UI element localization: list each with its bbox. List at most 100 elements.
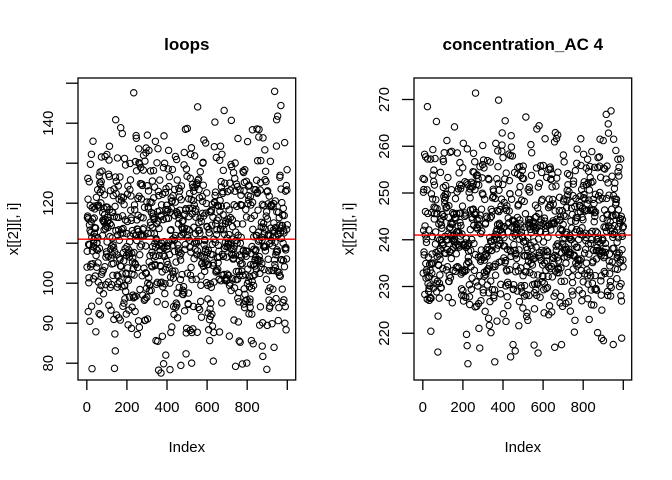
data-point: [168, 323, 176, 331]
data-point: [207, 206, 216, 214]
data-point: [119, 302, 127, 311]
data-point: [191, 213, 200, 221]
data-point: [507, 131, 515, 140]
data-point: [448, 220, 457, 229]
data-point: [256, 186, 264, 194]
data-point: [226, 179, 234, 187]
data-point: [272, 142, 281, 150]
data-point: [506, 353, 515, 361]
data-point: [545, 221, 554, 229]
data-point: [154, 337, 162, 345]
data-point: [479, 288, 488, 297]
data-point: [483, 252, 491, 261]
data-point: [604, 129, 613, 137]
data-point: [570, 328, 579, 336]
data-point: [532, 164, 541, 172]
data-point: [531, 254, 539, 262]
data-point: [118, 229, 127, 237]
data-point: [552, 289, 560, 297]
data-point: [515, 162, 524, 171]
data-point: [613, 238, 621, 246]
data-point: [194, 176, 202, 184]
data-point: [605, 257, 613, 265]
data-point: [477, 205, 486, 213]
data-point: [234, 318, 243, 326]
data-point: [101, 262, 109, 271]
data-point: [87, 302, 96, 310]
data-point: [114, 182, 123, 190]
data-point: [254, 206, 262, 214]
data-point: [545, 302, 554, 310]
data-point: [95, 309, 103, 318]
data-point: [614, 167, 622, 176]
data-point: [504, 301, 512, 310]
data-point: [431, 228, 440, 236]
data-point: [532, 243, 540, 251]
data-point: [420, 175, 429, 184]
data-point: [519, 174, 528, 183]
data-point: [189, 302, 198, 311]
data-point: [95, 297, 103, 305]
data-point: [233, 220, 241, 228]
data-point: [154, 144, 162, 153]
data-point: [573, 159, 581, 168]
data-point: [200, 267, 209, 276]
data-point: [586, 272, 595, 280]
data-point: [521, 210, 530, 218]
data-point: [217, 177, 225, 186]
data-point: [612, 195, 621, 203]
data-point: [204, 246, 213, 255]
data-point: [159, 215, 167, 224]
data-point: [491, 260, 500, 268]
y-tick-label: 100: [40, 271, 57, 296]
data-point: [150, 194, 158, 202]
data-point: [608, 258, 616, 266]
data-point: [94, 259, 102, 267]
data-point: [497, 280, 505, 289]
data-point: [134, 317, 143, 325]
data-point: [423, 155, 432, 163]
data-point: [462, 330, 471, 339]
data-point: [430, 181, 439, 189]
data-point: [137, 195, 146, 203]
data-point: [107, 306, 115, 314]
data-point: [471, 185, 479, 194]
data-point: [440, 212, 448, 221]
data-point: [153, 297, 161, 306]
data-point: [582, 259, 591, 267]
data-point: [177, 361, 185, 370]
data-point: [151, 261, 159, 270]
data-point: [158, 332, 167, 341]
data-point: [111, 116, 120, 124]
data-point: [512, 220, 520, 228]
data-point: [441, 193, 450, 202]
data-point: [90, 214, 98, 222]
data-point: [554, 131, 562, 139]
data-point: [206, 280, 215, 288]
data-point: [127, 216, 136, 225]
data-point: [564, 191, 572, 199]
data-point: [617, 291, 625, 300]
data-point: [560, 158, 568, 166]
data-point: [282, 181, 291, 190]
data-point: [617, 279, 625, 288]
data-point: [195, 185, 203, 194]
data-point: [594, 163, 602, 172]
data-point: [186, 271, 195, 279]
data-point: [165, 172, 174, 181]
data-point: [606, 277, 615, 286]
data-point: [216, 142, 225, 150]
panel-title: loops: [164, 35, 209, 54]
data-point: [597, 291, 605, 299]
data-point: [604, 120, 612, 128]
data-point: [155, 191, 163, 200]
data-point: [557, 292, 565, 301]
data-point: [259, 134, 267, 142]
data-point: [234, 134, 242, 143]
data-point: [131, 157, 140, 166]
data-point: [231, 362, 240, 371]
data-point: [593, 328, 602, 337]
data-point: [270, 343, 278, 352]
x-axis-title: Index: [168, 439, 205, 456]
